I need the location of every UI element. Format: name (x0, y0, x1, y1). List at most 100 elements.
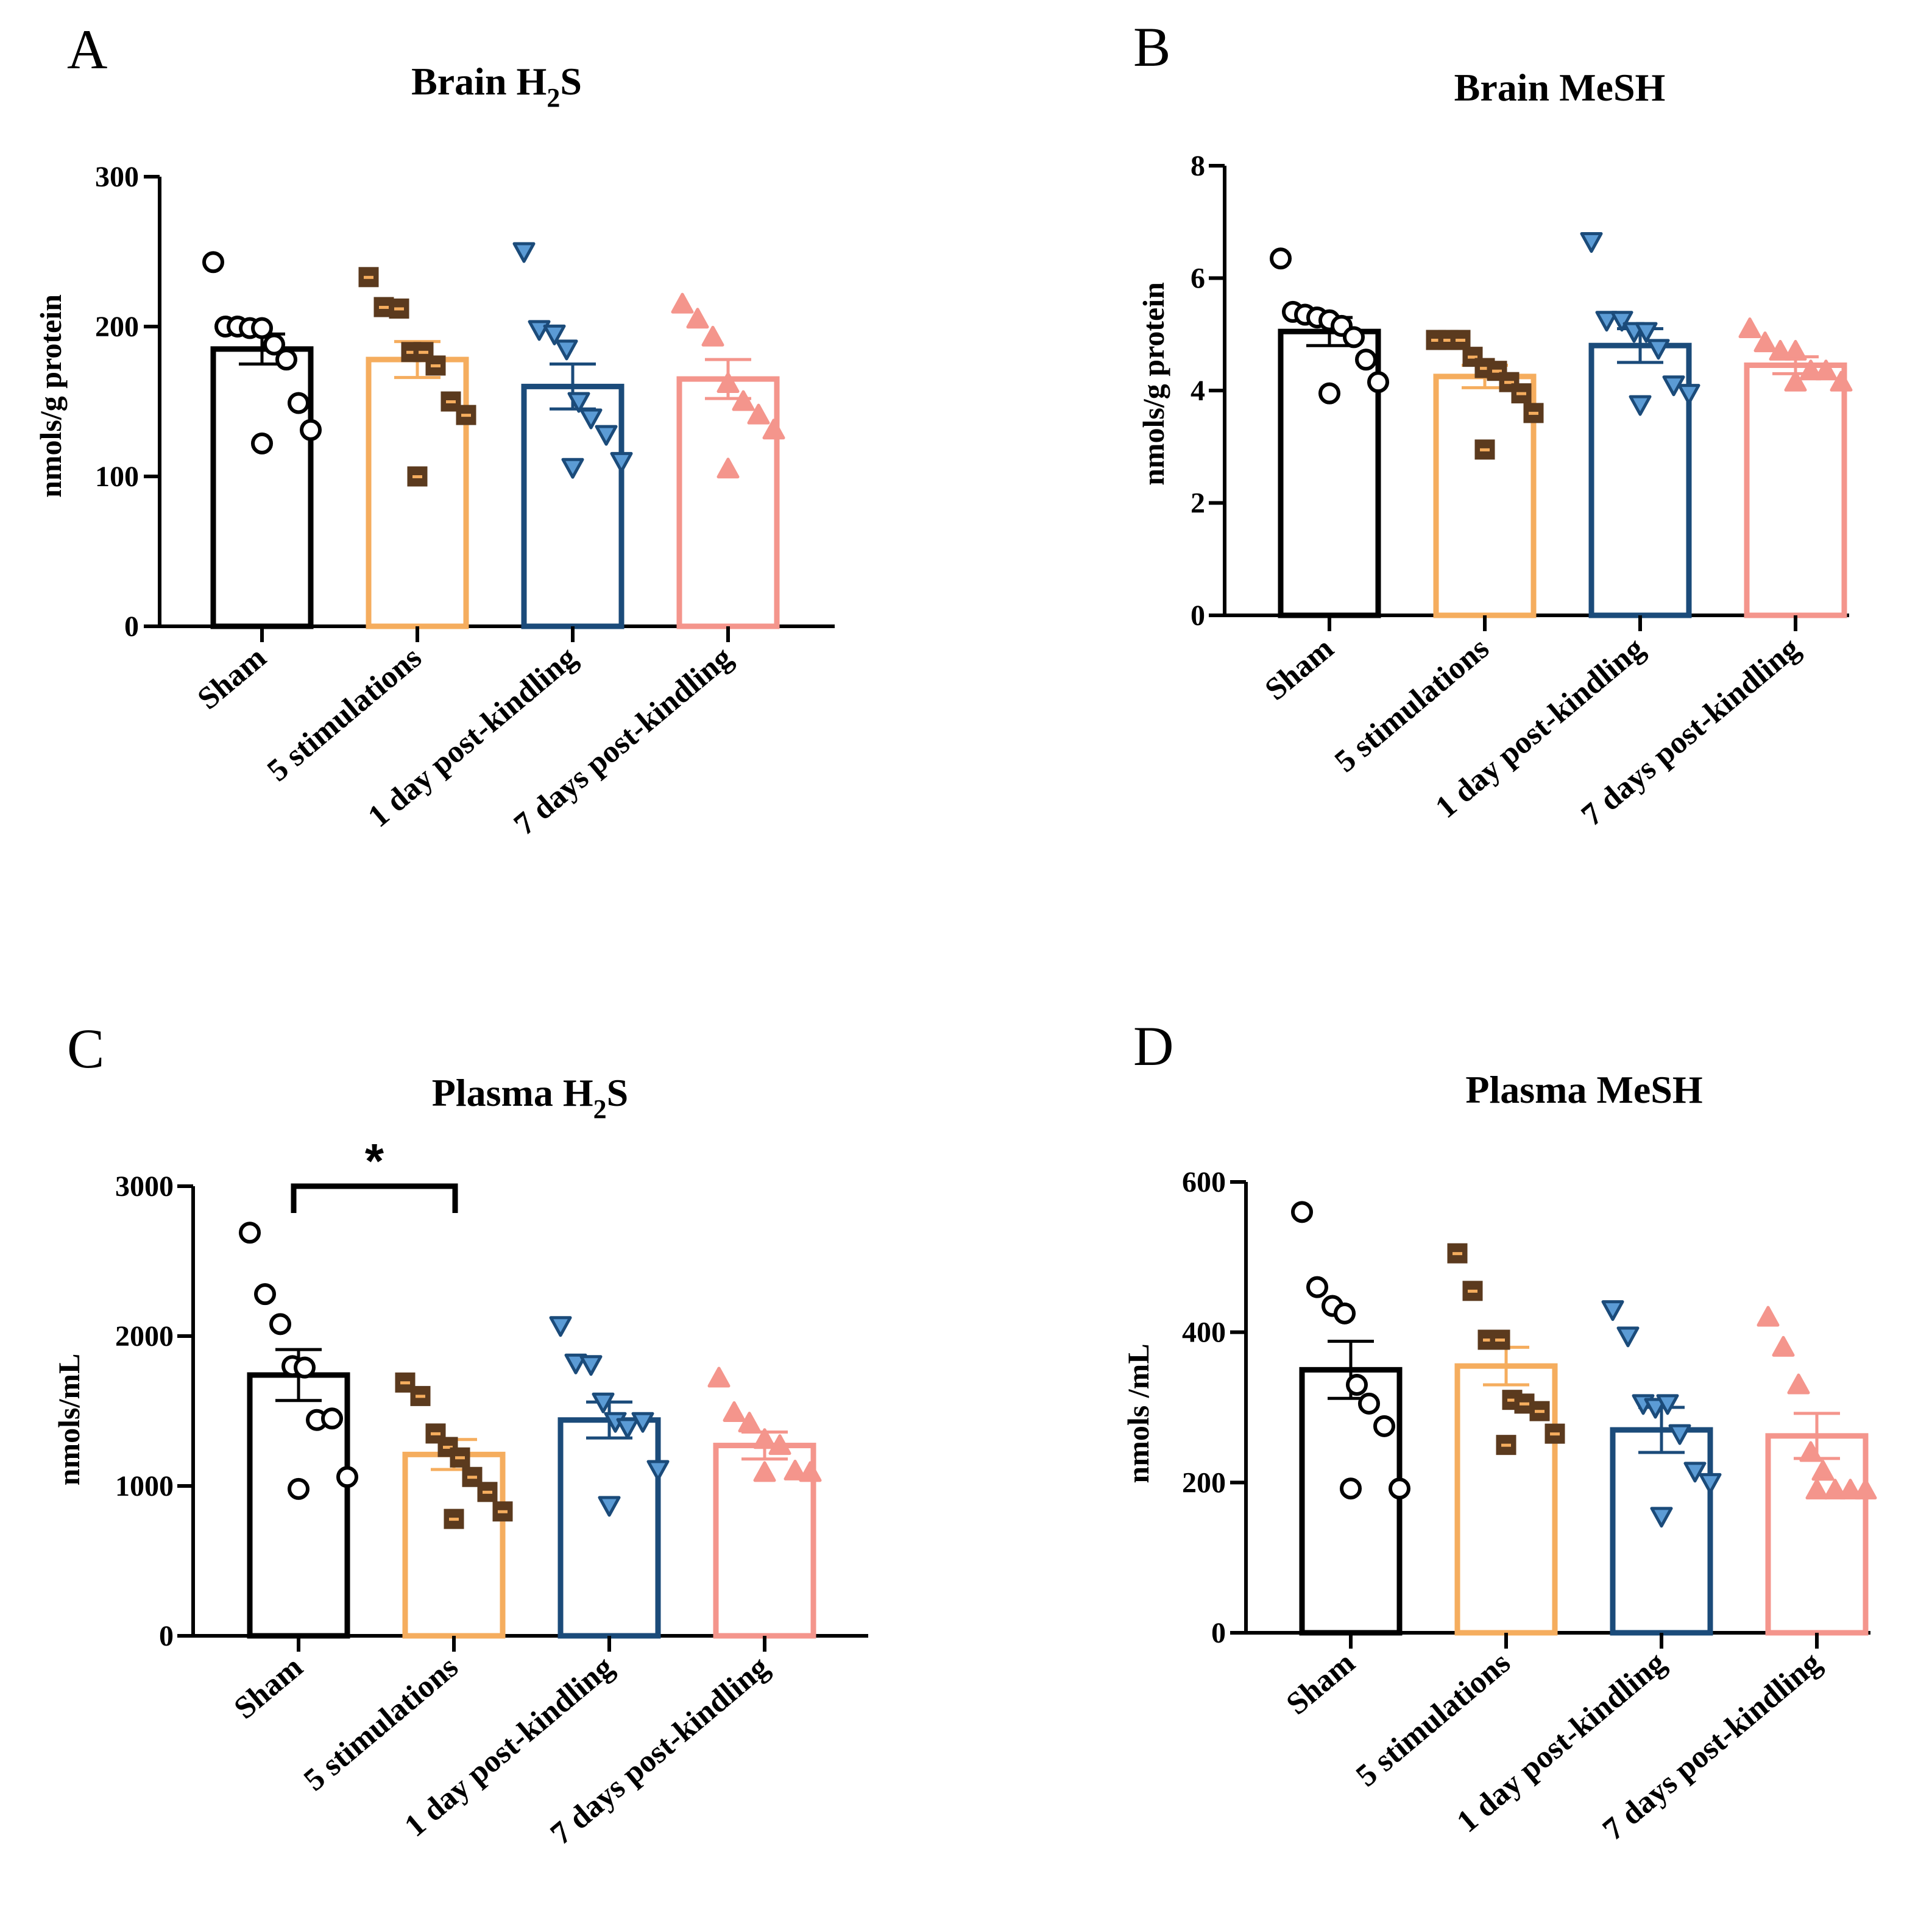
data-point-stim-mark (416, 1395, 425, 1398)
data-point-sham (1355, 348, 1377, 371)
data-point-day1 (1668, 1424, 1691, 1445)
data-point-sham (1389, 1477, 1410, 1500)
data-point-sham (1270, 247, 1292, 270)
data-point-stim-mark (431, 364, 441, 367)
y-tick-label: 4 (1191, 375, 1205, 407)
data-point-day7 (1753, 331, 1777, 353)
data-point-day1 (1677, 384, 1700, 405)
data-point-day7 (717, 372, 740, 393)
data-point-stim (456, 405, 476, 425)
data-point-stim-mark (1504, 381, 1514, 384)
y-tick-label: 200 (1182, 1466, 1226, 1499)
data-point-stim-mark (1480, 367, 1490, 370)
data-point-stim-mark (431, 1432, 441, 1435)
data-point-day7 (1757, 1306, 1780, 1327)
data-point-sham (321, 1407, 343, 1430)
data-point-stim-mark (1456, 338, 1465, 342)
data-point-day1 (564, 1353, 587, 1374)
data-point-day1 (1683, 1462, 1707, 1483)
data-point-stim-mark (1520, 1402, 1529, 1406)
data-point-day7 (723, 1401, 746, 1422)
data-point-sham (239, 1222, 261, 1244)
data-point-sham (1318, 382, 1340, 405)
data-point-stim-mark (455, 1456, 465, 1460)
data-point-day7 (1854, 1479, 1877, 1500)
significance-bracket (291, 1183, 458, 1213)
data-point-stim-mark (412, 475, 422, 478)
data-point-stim-mark (1431, 338, 1441, 342)
data-point-day1 (1601, 1300, 1624, 1321)
y-tick-label: 600 (1182, 1166, 1226, 1198)
data-point-day7 (686, 308, 709, 329)
data-point-sham (1306, 1276, 1328, 1298)
data-point-sham (288, 1477, 310, 1500)
data-point-day7 (701, 325, 724, 347)
chart-title: Plasma MeSH (1465, 1068, 1702, 1111)
data-point-stim-mark (1453, 1252, 1462, 1256)
data-point-day7 (799, 1461, 822, 1482)
data-point-stim-mark (443, 1446, 453, 1449)
data-point-stim-mark (419, 350, 428, 354)
y-tick-label: 200 (95, 311, 139, 343)
data-point-day1 (549, 1316, 572, 1337)
data-point-sham (251, 317, 273, 339)
data-point-sham (263, 333, 285, 356)
data-point-day7 (707, 1367, 731, 1388)
data-point-sham (1358, 1392, 1380, 1415)
data-point-day1 (1616, 1326, 1640, 1348)
data-point-day7 (784, 1459, 807, 1480)
data-point-day1 (1644, 1398, 1667, 1419)
panel-letter: A (67, 18, 107, 80)
data-point-stim-mark (1495, 1339, 1505, 1342)
data-point-day1 (1595, 311, 1618, 332)
data-point-day7 (1811, 1460, 1835, 1481)
data-point-day7 (1814, 359, 1838, 381)
data-point-stim-mark (1501, 1443, 1511, 1447)
chart-title: Brain H2S (411, 60, 582, 113)
data-point-day1 (1629, 395, 1652, 416)
data-point-day7 (717, 458, 740, 479)
data-point-day1 (1699, 1473, 1722, 1494)
y-tick-label: 1000 (115, 1470, 174, 1502)
chart-title: Plasma H2S (432, 1071, 628, 1124)
data-point-day7 (1784, 370, 1807, 392)
data-point-stim-mark (1535, 1410, 1545, 1413)
data-point-sham (251, 432, 273, 454)
data-point-sham (288, 392, 310, 414)
data-point-day1 (598, 1496, 621, 1517)
data-point-day1 (1647, 339, 1670, 360)
data-point-stim (1511, 383, 1532, 404)
data-point-stim-mark (449, 1518, 459, 1521)
data-point-day7 (738, 1412, 761, 1433)
y-tick-label: 8 (1191, 150, 1205, 182)
y-tick-label: 0 (1191, 599, 1205, 632)
data-point-day1 (1610, 311, 1633, 332)
data-point-stim-mark (1529, 411, 1538, 415)
significance-label: * (365, 1134, 384, 1188)
data-point-stim (1474, 439, 1495, 460)
y-tick-label: 400 (1182, 1317, 1226, 1349)
data-point-day7 (671, 292, 694, 314)
data-point-sham (336, 1466, 358, 1488)
data-point-stim-mark (364, 275, 373, 279)
y-tick-label: 100 (95, 461, 139, 493)
panel-letter: D (1133, 1015, 1173, 1077)
data-point-day1 (631, 1412, 654, 1433)
data-point-stim (1490, 1329, 1510, 1350)
data-point-day7 (747, 403, 770, 425)
data-point-day1 (1650, 1507, 1673, 1528)
data-point-sham (300, 419, 322, 441)
data-point-stim-mark (1550, 1432, 1560, 1436)
data-point-stim-mark (1492, 369, 1502, 373)
y-axis-label: nmols/g protein (34, 294, 68, 498)
data-point-day7 (1787, 1373, 1810, 1395)
data-point-day7 (753, 1461, 776, 1482)
data-point-day1 (579, 1355, 603, 1376)
data-point-stim-mark (498, 1510, 508, 1513)
data-point-sham (1340, 1477, 1362, 1500)
data-point-stim-mark (1443, 338, 1453, 342)
data-point-day7 (753, 1428, 776, 1449)
data-point-sham (275, 348, 297, 371)
data-point-day7 (1799, 359, 1822, 381)
panel-letter: B (1133, 16, 1170, 78)
